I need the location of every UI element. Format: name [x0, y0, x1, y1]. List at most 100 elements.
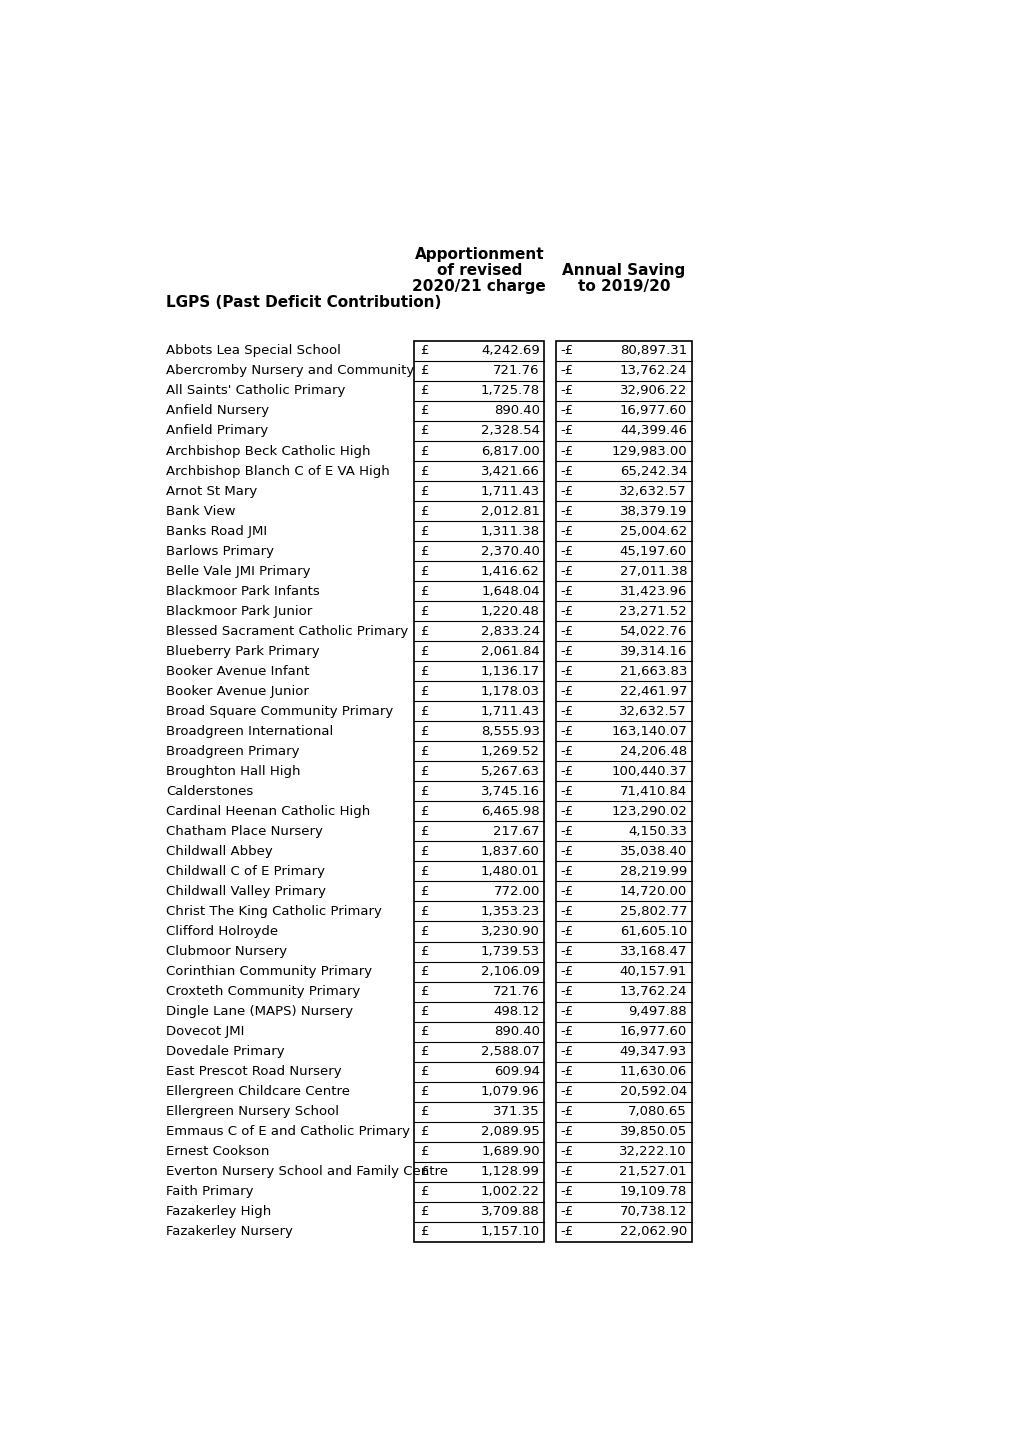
Text: -£: -£ — [559, 424, 573, 437]
Text: -£: -£ — [559, 444, 573, 457]
Text: 721.76: 721.76 — [493, 365, 539, 378]
Text: £: £ — [420, 464, 428, 477]
Text: 22,461.97: 22,461.97 — [620, 685, 687, 698]
Text: Broadgreen Primary: Broadgreen Primary — [166, 746, 300, 758]
Text: Fazakerley High: Fazakerley High — [166, 1206, 271, 1218]
Text: 80,897.31: 80,897.31 — [620, 345, 687, 358]
Text: -£: -£ — [559, 665, 573, 678]
Text: East Prescot Road Nursery: East Prescot Road Nursery — [166, 1066, 341, 1079]
Text: 32,222.10: 32,222.10 — [619, 1145, 687, 1158]
Text: 1,220.48: 1,220.48 — [480, 604, 539, 617]
Text: 1,311.38: 1,311.38 — [480, 525, 539, 538]
Text: £: £ — [420, 525, 428, 538]
Text: 32,632.57: 32,632.57 — [619, 485, 687, 497]
Text: 3,745.16: 3,745.16 — [480, 784, 539, 797]
Text: Childwall C of E Primary: Childwall C of E Primary — [166, 865, 325, 878]
Text: -£: -£ — [559, 825, 573, 838]
Text: -£: -£ — [559, 685, 573, 698]
Text: £: £ — [420, 1226, 428, 1239]
Text: 123,290.02: 123,290.02 — [610, 805, 687, 818]
Text: Christ The King Catholic Primary: Christ The King Catholic Primary — [166, 906, 382, 919]
Text: 100,440.37: 100,440.37 — [610, 764, 687, 777]
Text: 16,977.60: 16,977.60 — [620, 404, 687, 418]
Text: £: £ — [420, 825, 428, 838]
Text: Annual Saving: Annual Saving — [561, 262, 685, 278]
Text: Everton Nursery School and Family Centre: Everton Nursery School and Family Centre — [166, 1165, 447, 1178]
Text: -£: -£ — [559, 1226, 573, 1239]
Text: Broad Square Community Primary: Broad Square Community Primary — [166, 705, 393, 718]
Text: 32,906.22: 32,906.22 — [620, 385, 687, 398]
Text: Faith Primary: Faith Primary — [166, 1185, 254, 1198]
Text: £: £ — [420, 725, 428, 738]
Text: -£: -£ — [559, 1005, 573, 1018]
Text: 6,817.00: 6,817.00 — [481, 444, 539, 457]
Text: £: £ — [420, 906, 428, 919]
Text: £: £ — [420, 485, 428, 497]
Text: Ellergreen Nursery School: Ellergreen Nursery School — [166, 1105, 339, 1118]
Text: 1,725.78: 1,725.78 — [480, 385, 539, 398]
Text: £: £ — [420, 685, 428, 698]
Text: 13,762.24: 13,762.24 — [619, 985, 687, 998]
Text: 39,314.16: 39,314.16 — [620, 645, 687, 658]
Text: Ernest Cookson: Ernest Cookson — [166, 1145, 269, 1158]
Text: 24,206.48: 24,206.48 — [620, 746, 687, 758]
Text: 61,605.10: 61,605.10 — [620, 924, 687, 937]
Text: 1,711.43: 1,711.43 — [480, 485, 539, 497]
Text: 70,738.12: 70,738.12 — [619, 1206, 687, 1218]
Text: -£: -£ — [559, 604, 573, 617]
Text: 890.40: 890.40 — [493, 1025, 539, 1038]
Text: Abbots Lea Special School: Abbots Lea Special School — [166, 345, 340, 358]
Text: -£: -£ — [559, 1165, 573, 1178]
Text: £: £ — [420, 1025, 428, 1038]
Text: 9,497.88: 9,497.88 — [628, 1005, 687, 1018]
Text: £: £ — [420, 345, 428, 358]
Text: 2,370.40: 2,370.40 — [480, 545, 539, 558]
Text: Anfield Nursery: Anfield Nursery — [166, 404, 269, 418]
Text: -£: -£ — [559, 1206, 573, 1218]
Text: Booker Avenue Infant: Booker Avenue Infant — [166, 665, 310, 678]
Text: 1,178.03: 1,178.03 — [480, 685, 539, 698]
Text: -£: -£ — [559, 906, 573, 919]
Text: -£: -£ — [559, 705, 573, 718]
Text: 1,269.52: 1,269.52 — [480, 746, 539, 758]
Text: 2020/21 charge: 2020/21 charge — [412, 278, 546, 294]
Text: 21,663.83: 21,663.83 — [620, 665, 687, 678]
Text: Barlows Primary: Barlows Primary — [166, 545, 274, 558]
Text: -£: -£ — [559, 385, 573, 398]
Text: £: £ — [420, 1145, 428, 1158]
Text: -£: -£ — [559, 485, 573, 497]
Text: 217.67: 217.67 — [493, 825, 539, 838]
Text: £: £ — [420, 665, 428, 678]
Text: Childwall Valley Primary: Childwall Valley Primary — [166, 885, 326, 898]
Text: -£: -£ — [559, 1185, 573, 1198]
Text: Dingle Lane (MAPS) Nursery: Dingle Lane (MAPS) Nursery — [166, 1005, 353, 1018]
Text: 31,423.96: 31,423.96 — [620, 584, 687, 597]
Text: £: £ — [420, 764, 428, 777]
Text: 65,242.34: 65,242.34 — [620, 464, 687, 477]
Text: 163,140.07: 163,140.07 — [610, 725, 687, 738]
Text: 371.35: 371.35 — [493, 1105, 539, 1118]
Text: -£: -£ — [559, 404, 573, 418]
Text: 721.76: 721.76 — [493, 985, 539, 998]
Text: -£: -£ — [559, 1125, 573, 1138]
Text: Fazakerley Nursery: Fazakerley Nursery — [166, 1226, 292, 1239]
Bar — [555, 340, 691, 1242]
Text: -£: -£ — [559, 764, 573, 777]
Text: Broadgreen International: Broadgreen International — [166, 725, 333, 738]
Text: -£: -£ — [559, 865, 573, 878]
Text: 1,079.96: 1,079.96 — [481, 1086, 539, 1099]
Text: £: £ — [420, 1206, 428, 1218]
Text: £: £ — [420, 945, 428, 957]
Text: 28,219.99: 28,219.99 — [620, 865, 687, 878]
Text: Blackmoor Park Junior: Blackmoor Park Junior — [166, 604, 312, 617]
Text: -£: -£ — [559, 985, 573, 998]
Text: LGPS (Past Deficit Contribution): LGPS (Past Deficit Contribution) — [166, 294, 441, 310]
Text: £: £ — [420, 1165, 428, 1178]
Text: 71,410.84: 71,410.84 — [620, 784, 687, 797]
Text: £: £ — [420, 784, 428, 797]
Text: -£: -£ — [559, 645, 573, 658]
Text: 6,465.98: 6,465.98 — [481, 805, 539, 818]
Text: -£: -£ — [559, 584, 573, 597]
Text: 1,128.99: 1,128.99 — [480, 1165, 539, 1178]
Text: £: £ — [420, 565, 428, 578]
